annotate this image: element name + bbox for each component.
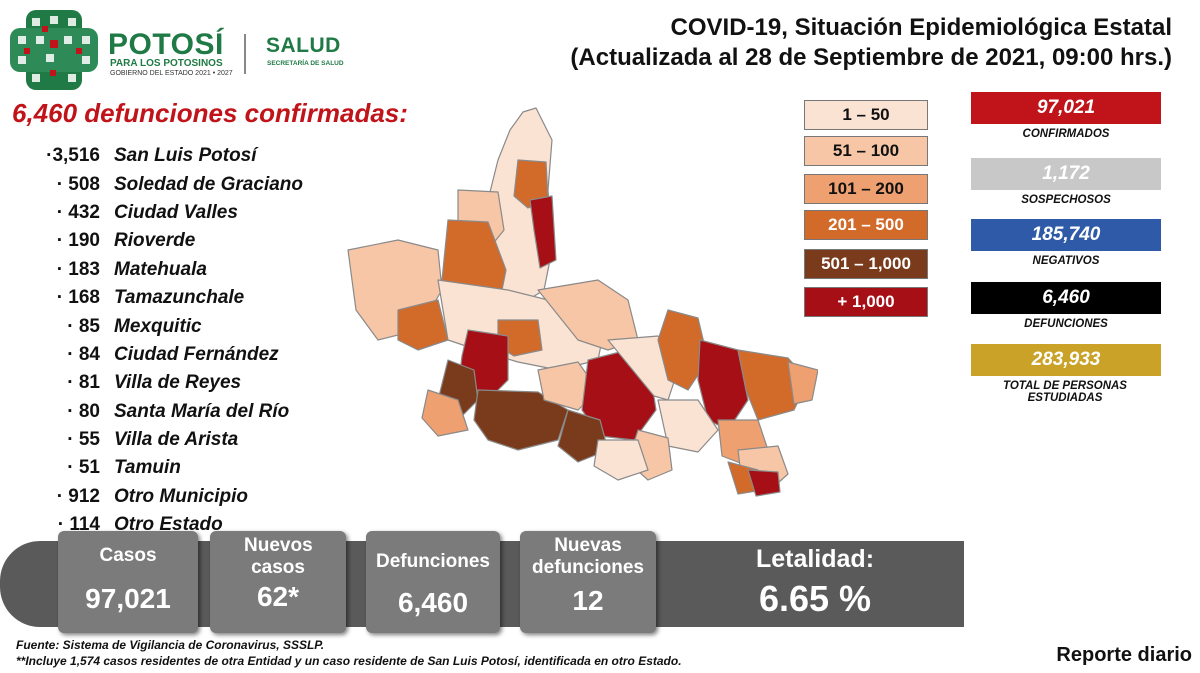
page-subtitle: (Actualizada al 28 de Septiembre de 2021… bbox=[570, 44, 1172, 71]
defunciones-value: 6,460 bbox=[397, 587, 469, 618]
death-count: · 80 bbox=[67, 400, 100, 422]
defunciones-card: Defunciones 6,460 bbox=[366, 531, 500, 633]
salud-name: SALUD bbox=[266, 34, 341, 57]
deaths-list: ·3,516 San Luis Potosí · 508 Soledad de Gra… bbox=[34, 142, 354, 539]
death-count: · 84 bbox=[67, 343, 100, 365]
letalidad-label: Letalidad: bbox=[755, 545, 875, 573]
deaths-list-item: · 190 Rioverde bbox=[34, 227, 354, 255]
nuevos-casos-value: 62* bbox=[256, 581, 300, 612]
death-count: · 432 bbox=[56, 201, 100, 223]
death-count: · 114 bbox=[57, 514, 100, 536]
legend-item: 201 – 500 bbox=[804, 210, 928, 240]
legend-item: 51 – 100 bbox=[804, 136, 928, 166]
deaths-list-item: · 114 Otro Estado bbox=[34, 511, 354, 539]
map-region bbox=[787, 361, 818, 405]
legend-item: 501 – 1,000 bbox=[804, 249, 928, 279]
deaths-list-item: · 84 Ciudad Fernández bbox=[34, 341, 354, 369]
death-count: · 51 bbox=[67, 457, 100, 479]
map-region bbox=[747, 469, 781, 497]
nuevas-defunciones-value: 12 bbox=[572, 585, 604, 616]
map-region bbox=[557, 409, 609, 463]
nuevas-defunciones-card: Nuevas defunciones 12 bbox=[520, 531, 656, 633]
municipality-name: San Luis Potosí bbox=[114, 145, 257, 167]
deaths-list-item: · 432 Ciudad Valles bbox=[34, 199, 354, 227]
potosi-logo-icon bbox=[10, 10, 98, 90]
municipality-name: Ciudad Valles bbox=[114, 201, 238, 223]
deaths-list-item: · 508 Soledad de Graciano bbox=[34, 170, 354, 198]
brand-name: POTOSÍ bbox=[108, 28, 224, 61]
letalidad-value: 6.65 % bbox=[758, 578, 872, 619]
legend-item: 101 – 200 bbox=[804, 174, 928, 204]
death-count: · 190 bbox=[56, 230, 100, 252]
deaths-list-item: · 81 Villa de Reyes bbox=[34, 369, 354, 397]
map-region bbox=[529, 195, 557, 269]
municipality-name: Santa María del Río bbox=[114, 400, 290, 422]
nuevos-casos-card: Nuevos casos 62* bbox=[210, 531, 346, 633]
death-count: · 183 bbox=[56, 258, 100, 280]
deaths-list-item: · 183 Matehuala bbox=[34, 256, 354, 284]
municipality-name: Otro Estado bbox=[114, 514, 223, 536]
municipality-name: Rioverde bbox=[114, 230, 196, 252]
municipality-name: Villa de Reyes bbox=[114, 372, 242, 394]
deaths-list-item: · 80 Santa María del Río bbox=[34, 398, 354, 426]
stat-label: DEFUNCIONES bbox=[1024, 318, 1108, 330]
brand-government: GOBIERNO DEL ESTADO 2021 • 2027 bbox=[110, 70, 233, 77]
logo-divider bbox=[244, 34, 246, 74]
deaths-heading: 6,460 defunciones confirmadas: bbox=[12, 98, 408, 128]
municipality-name: Ciudad Fernández bbox=[114, 343, 279, 365]
municipality-name: Villa de Arista bbox=[114, 429, 239, 451]
death-count: · 168 bbox=[56, 287, 100, 309]
stat-label: TOTAL DE PERSONAS ESTUDIADAS bbox=[1003, 380, 1127, 404]
stat-value: 97,021 bbox=[971, 92, 1161, 124]
map-region bbox=[657, 309, 709, 391]
deaths-list-item: · 168 Tamazunchale bbox=[34, 284, 354, 312]
footnote: **Incluye 1,574 casos residentes de otra… bbox=[16, 654, 682, 668]
municipality-name: Tamuin bbox=[114, 457, 181, 479]
municipality-name: Soledad de Graciano bbox=[114, 173, 303, 195]
brand-subtitle: PARA LOS POTOSINOS bbox=[110, 58, 223, 69]
report-label: Reporte diario bbox=[1056, 644, 1192, 666]
death-count: · 508 bbox=[56, 173, 100, 195]
stat-label: CONFIRMADOS bbox=[1022, 128, 1110, 140]
death-count: · 85 bbox=[67, 315, 100, 337]
casos-card: Casos 97,021 bbox=[58, 531, 198, 633]
deaths-list-item: · 51 Tamuin bbox=[34, 454, 354, 482]
deaths-list-item: · 55 Villa de Arista bbox=[34, 426, 354, 454]
municipality-name: Mexquitic bbox=[114, 315, 202, 337]
page-title: COVID-19, Situación Epidemiológica Estat… bbox=[670, 14, 1172, 41]
stat-value: 6,460 bbox=[971, 282, 1161, 314]
nuevos-casos-label: Nuevos casos bbox=[244, 535, 313, 578]
stat-label: SOSPECHOSOS bbox=[1021, 194, 1111, 206]
death-count: · 55 bbox=[67, 429, 100, 451]
stat-value: 1,172 bbox=[971, 158, 1161, 190]
nuevas-defunciones-label: Nuevas defunciones bbox=[532, 535, 644, 578]
death-count: ·3,516 bbox=[46, 145, 100, 167]
municipality-name: Matehuala bbox=[114, 258, 207, 280]
state-map bbox=[347, 107, 818, 497]
legend-item: + 1,000 bbox=[804, 287, 928, 317]
casos-label: Casos bbox=[99, 545, 157, 566]
map-region bbox=[593, 439, 649, 481]
source-note: Fuente: Sistema de Vigilancia de Coronav… bbox=[16, 638, 325, 652]
deaths-list-item: ·3,516 San Luis Potosí bbox=[34, 142, 354, 170]
legend-item: 1 – 50 bbox=[804, 100, 928, 130]
map-region bbox=[397, 299, 449, 351]
stat-value: 283,933 bbox=[971, 344, 1161, 376]
death-count: · 912 bbox=[56, 485, 100, 507]
deaths-list-item: · 85 Mexquitic bbox=[34, 312, 354, 340]
municipality-name: Otro Municipio bbox=[114, 485, 249, 507]
deaths-list-item: · 912 Otro Municipio bbox=[34, 483, 354, 511]
defunciones-label: Defunciones bbox=[375, 551, 491, 572]
municipality-name: Tamazunchale bbox=[114, 287, 245, 309]
death-count: · 81 bbox=[67, 372, 100, 394]
stat-value: 185,740 bbox=[971, 219, 1161, 251]
casos-value: 97,021 bbox=[85, 583, 171, 614]
stat-label: NEGATIVOS bbox=[1032, 255, 1100, 267]
map-region bbox=[421, 389, 469, 437]
salud-subtitle: SECRETARÍA DE SALUD bbox=[267, 60, 344, 67]
